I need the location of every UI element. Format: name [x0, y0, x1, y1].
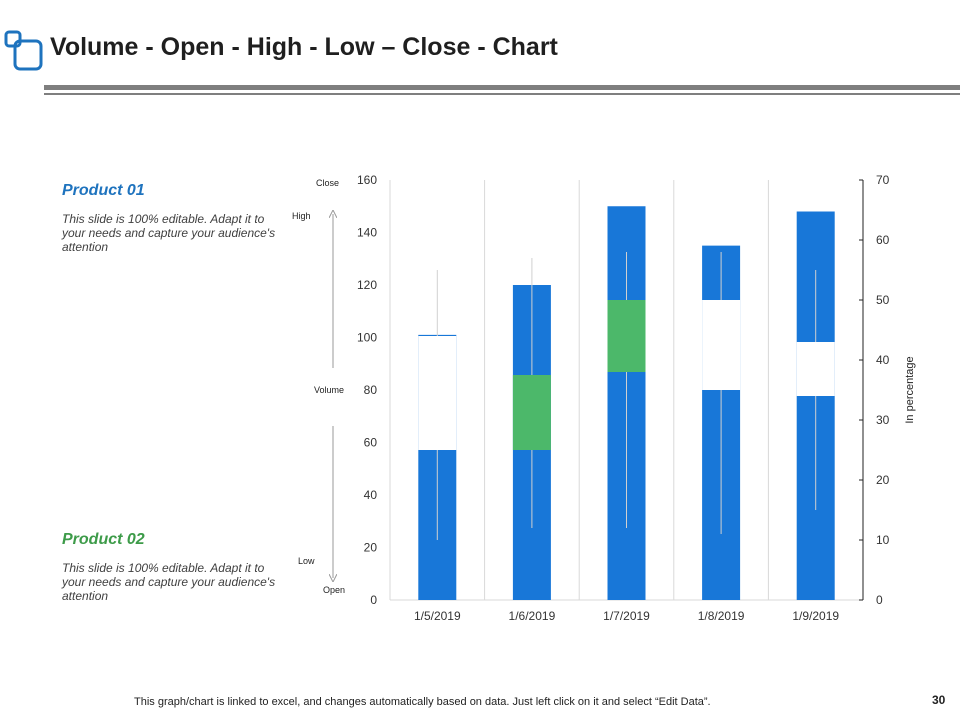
title-underline-thick [44, 85, 960, 90]
product-02-block: Product 02 This slide is 100% editable. … [62, 531, 277, 603]
ohlc-label-volume: Volume [314, 385, 345, 395]
product-01-title: Product 01 [62, 182, 145, 199]
primary-axis-tick-label: 100 [357, 331, 377, 345]
secondary-axis-tick-label: 10 [876, 533, 890, 547]
primary-axis-tick-label: 20 [364, 541, 378, 555]
up-candle [796, 342, 835, 396]
primary-axis-tick-label: 160 [357, 173, 377, 187]
secondary-axis-tick-label: 20 [876, 473, 890, 487]
product-01-block: Product 01 This slide is 100% editable. … [62, 182, 277, 254]
primary-axis-tick-label: 40 [364, 488, 378, 502]
primary-axis-tick-label: 0 [370, 593, 377, 607]
footer-note: This graph/chart is linked to excel, and… [134, 696, 711, 708]
ohlc-label-high: High [292, 211, 311, 221]
ohlc-label-close: Close [316, 178, 340, 188]
x-axis-tick-label: 1/6/2019 [509, 609, 556, 623]
x-axis-tick-label: 1/8/2019 [698, 609, 745, 623]
x-axis-tick-label: 1/5/2019 [414, 609, 461, 623]
secondary-axis-tick-label: 30 [876, 413, 890, 427]
down-candle [607, 300, 646, 372]
primary-axis-tick-label: 60 [364, 436, 378, 450]
primary-axis-tick-label: 140 [357, 226, 377, 240]
x-axis-tick-label: 1/9/2019 [792, 609, 839, 623]
secondary-axis-tick-label: 50 [876, 293, 890, 307]
down-candle [512, 375, 551, 450]
product-02-description: This slide is 100% editable. Adapt it to… [62, 561, 276, 603]
x-axis-tick-label: 1/7/2019 [603, 609, 650, 623]
primary-axis-tick-label: 80 [364, 383, 378, 397]
secondary-axis-tick-label: 0 [876, 593, 883, 607]
primary-axis-tick-label: 120 [357, 278, 377, 292]
secondary-axis-tick-label: 60 [876, 233, 890, 247]
product-01-description: This slide is 100% editable. Adapt it to… [62, 212, 276, 254]
ohlc-label-low: Low [298, 556, 315, 566]
slide-title: Volume - Open - High - Low – Close - Cha… [50, 33, 558, 61]
up-candle [702, 300, 741, 390]
product-02-title: Product 02 [62, 531, 145, 548]
logo-icon [4, 30, 43, 71]
title-underline-thin [44, 93, 960, 95]
secondary-axis-tick-label: 40 [876, 353, 890, 367]
up-candle [418, 336, 457, 450]
secondary-axis-tick-label: 70 [876, 173, 890, 187]
page-number: 30 [932, 693, 946, 707]
secondary-axis-title: In percentage [904, 356, 916, 423]
ohlc-label-open: Open [323, 585, 346, 595]
